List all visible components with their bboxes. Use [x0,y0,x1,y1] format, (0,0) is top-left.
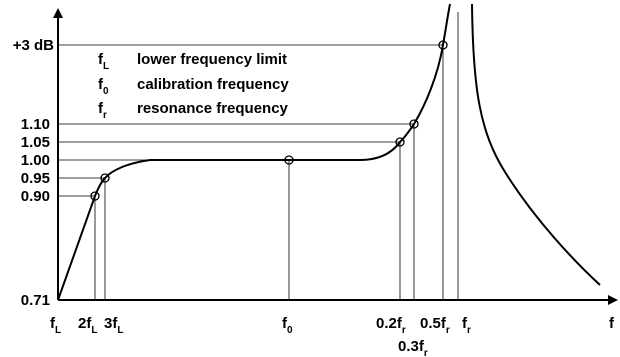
legend: fL lower frequency limit f0 calibration … [98,51,289,121]
x-tick-0-3fr: 0.3fr [398,338,428,357]
y-tick-plus3db: +3 dB [13,37,54,54]
y-tick-0-71: 0.71 [21,292,50,309]
response-curve-rising [57,3,451,301]
y-tick-1-05: 1.05 [21,134,50,151]
x-tick-fl: fL [50,315,61,336]
response-curve-falling [471,3,601,286]
x-tick-3fl: 3fL [104,315,123,336]
marker-0-3fr [409,119,419,129]
x-tick-2fl: 2fL [78,315,97,336]
marker-2fl [90,191,100,201]
x-tick-0-5fr: 0.5fr [420,315,450,336]
x-tick-0-2fr: 0.2fr [376,315,406,336]
y-tick-1-10: 1.10 [21,116,50,133]
x-axis-label: f [609,315,615,332]
marker-0-2fr [395,137,405,147]
y-tick-0-95: 0.95 [21,170,50,187]
legend-symbol-f0: f0 [98,76,109,97]
marker-3fl [100,173,110,183]
x-tick-fr: fr [462,315,471,336]
marker-0-5fr [438,40,448,50]
legend-text-fr: resonance frequency [137,100,289,117]
marker-f0 [284,155,294,165]
legend-text-fl: lower frequency limit [137,51,287,68]
legend-symbol-fr: fr [98,100,107,121]
y-tick-0-90: 0.90 [21,188,50,205]
y-tick-1-00: 1.00 [21,152,50,169]
x-tick-f0: f0 [282,315,293,336]
legend-symbol-fl: fL [98,51,109,72]
legend-text-f0: calibration frequency [137,76,289,93]
